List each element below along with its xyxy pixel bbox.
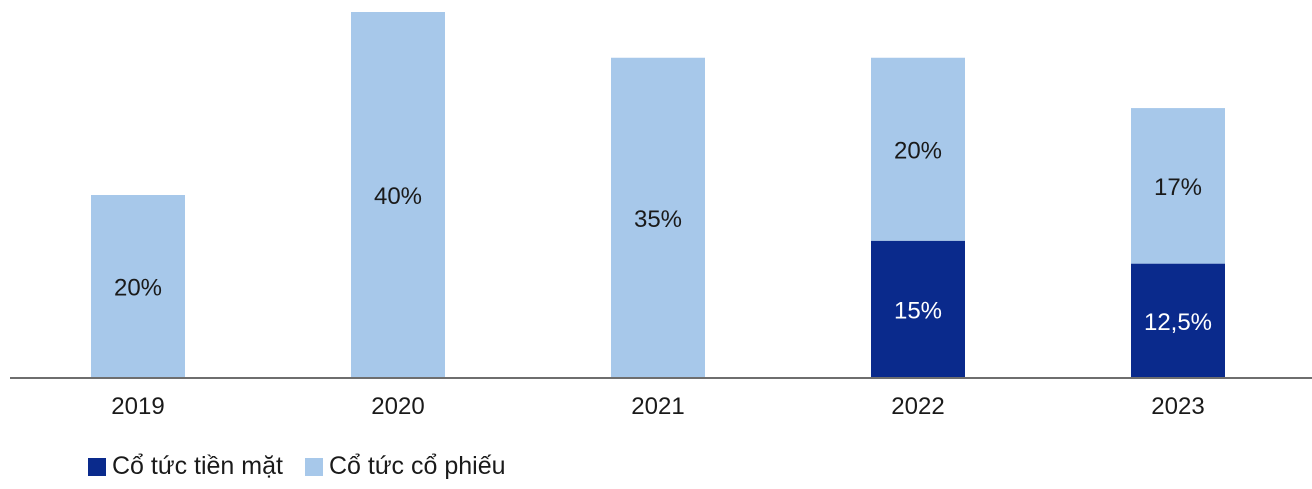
data-label-2019-series-1: 20% <box>114 275 162 302</box>
legend-item-stock-dividend: Cổ tức cổ phiếu <box>304 452 506 481</box>
legend: Cổ tức tiền mặt Cổ tức cổ phiếu <box>88 452 528 481</box>
x-tick-label-2019: 2019 <box>111 393 164 420</box>
legend-label-cash-dividend: Cổ tức tiền mặt <box>112 452 283 480</box>
bar-2019-series-1 <box>91 195 185 378</box>
data-label-2021-series-1: 35% <box>634 206 682 233</box>
bar-2023-series-0 <box>1131 263 1225 378</box>
data-label-2022-series-1: 20% <box>894 137 942 164</box>
x-tick-label-2020: 2020 <box>371 393 424 420</box>
x-tick-labels: 2019 2020 2021 2022 2023 <box>111 393 1204 420</box>
legend-item-cash-dividend: Cổ tức tiền mặt <box>88 452 283 481</box>
x-tick-label-2022: 2022 <box>891 393 944 420</box>
legend-swatch-stock-dividend <box>304 457 323 476</box>
bar-2020-series-1 <box>351 12 445 378</box>
legend-swatch-cash-dividend <box>88 457 106 476</box>
legend-label-stock-dividend: Cổ tức cổ phiếu <box>328 452 506 480</box>
bar-2023-series-1 <box>1131 108 1225 264</box>
bars-group: 20% 40% 35% 15% 20% 12,5% 17% <box>91 12 1225 378</box>
bar-2022-series-0 <box>871 240 965 378</box>
data-label-2020-series-1: 40% <box>374 183 422 210</box>
chart: 20% 40% 35% 15% 20% 12,5% 17% 2019 2020 2021 2022… <box>10 12 1312 420</box>
data-label-2023-series-1: 17% <box>1154 174 1202 201</box>
data-label-2022-series-0: 15% <box>894 297 942 324</box>
bar-2021-series-1 <box>611 57 705 378</box>
x-tick-label-2021: 2021 <box>631 393 684 420</box>
bar-2022-series-1 <box>871 57 965 241</box>
x-tick-label-2023: 2023 <box>1151 393 1204 420</box>
data-label-2023-series-0: 12,5% <box>1144 309 1212 336</box>
